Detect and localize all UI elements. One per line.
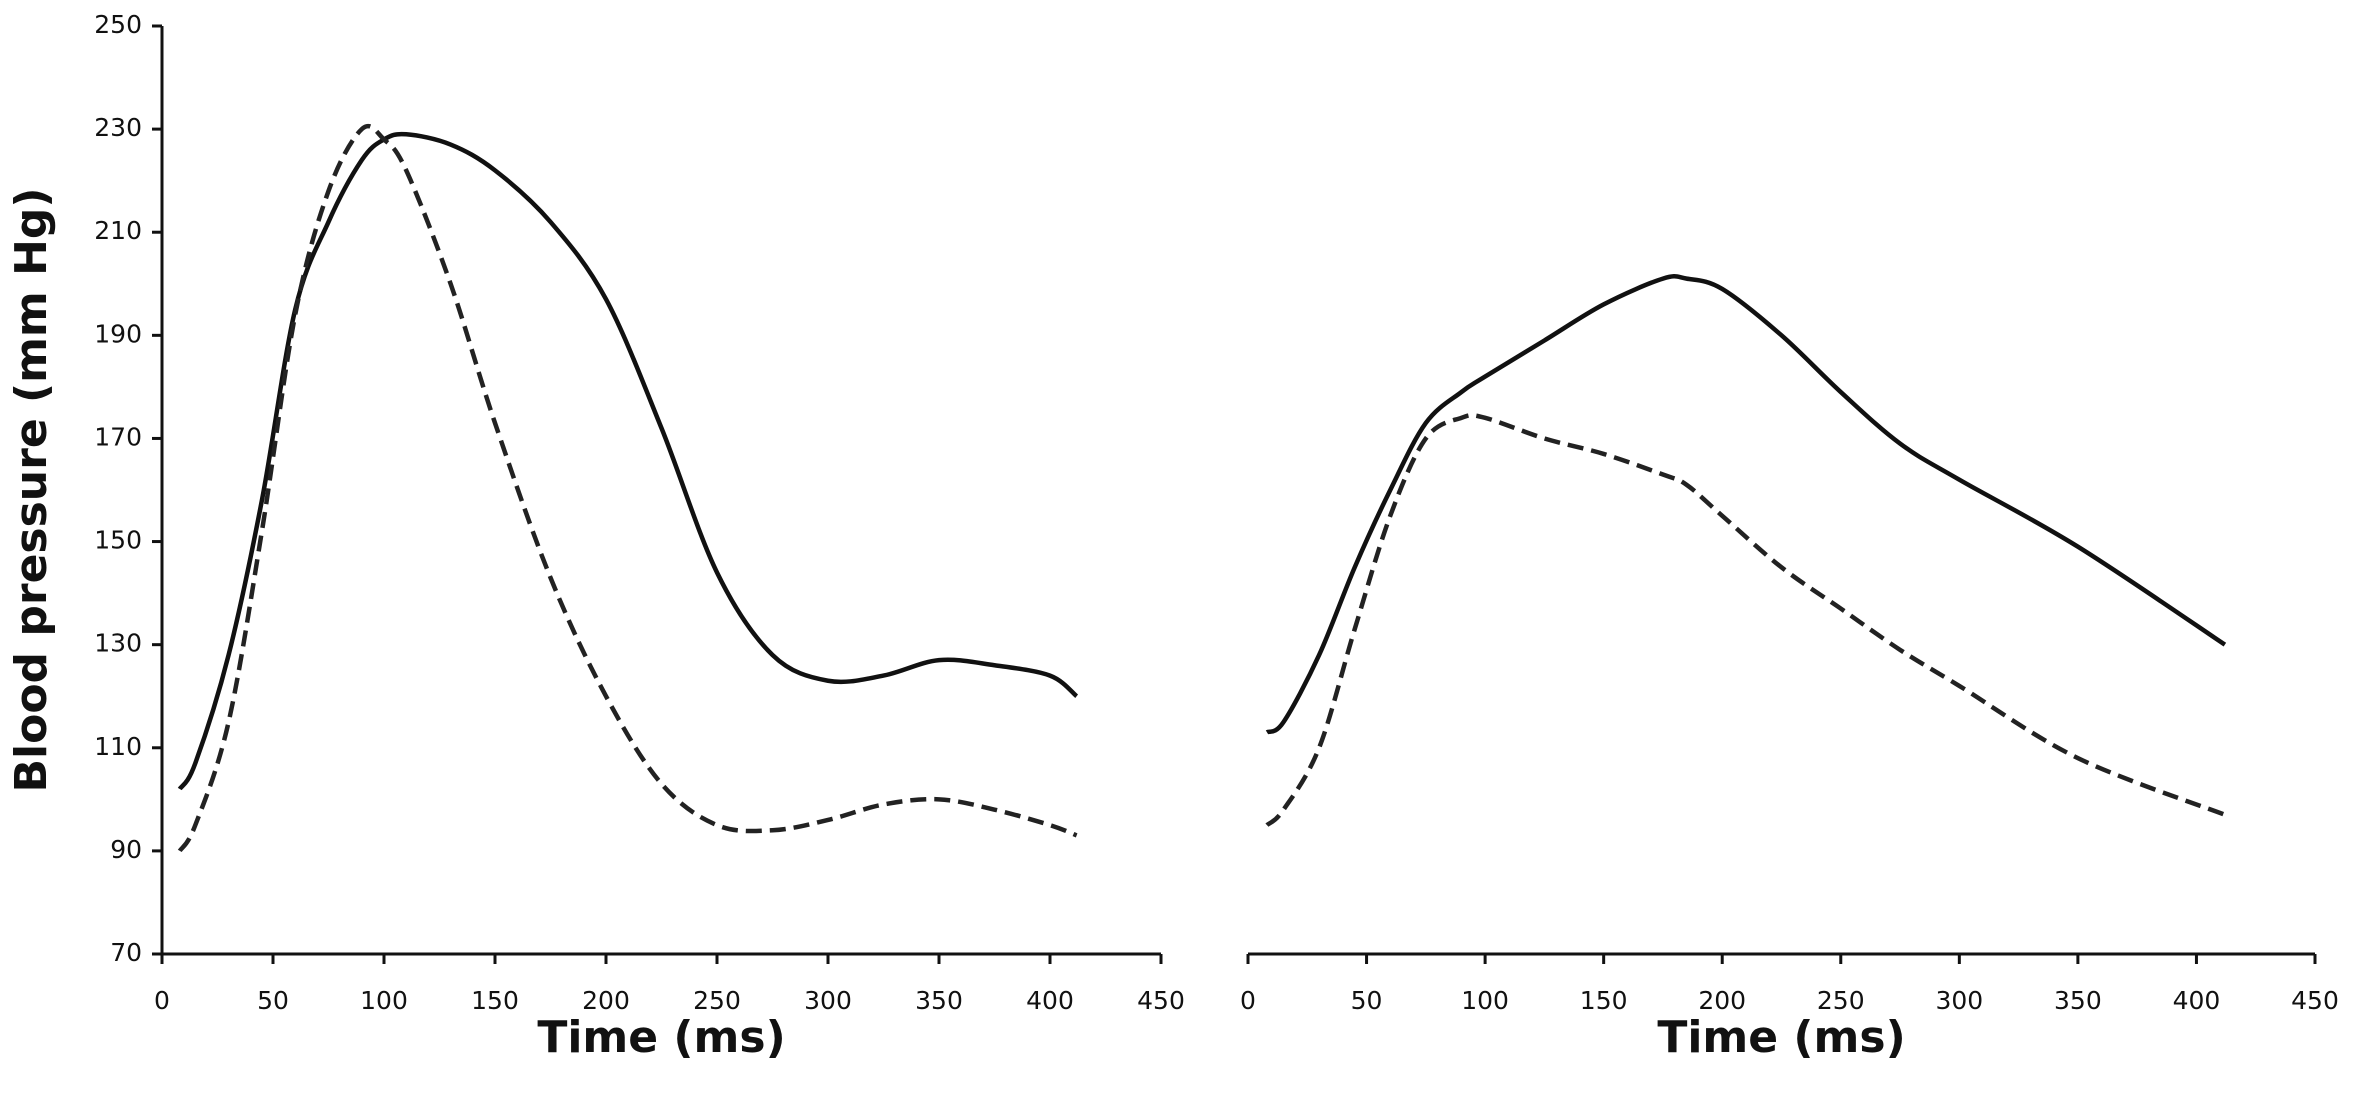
x-tick-label: 450	[1137, 986, 1185, 1015]
x-tick-label: 200	[1698, 986, 1746, 1015]
y-tick-label: 230	[94, 113, 142, 142]
x-tick-label: 300	[804, 986, 852, 1015]
y-tick-label: 190	[94, 319, 142, 348]
x-tick-label: 100	[1461, 986, 1509, 1015]
x-axis-title: Time (ms)	[537, 1012, 785, 1063]
x-tick-label: 0	[154, 986, 170, 1015]
x-tick-label: 0	[1240, 986, 1256, 1015]
x-tick-label: 250	[693, 986, 741, 1015]
line-series	[1265, 412, 2226, 827]
line-series	[177, 123, 1078, 853]
y-axis-title: Blood pressure (mm Hg)	[6, 187, 57, 792]
x-tick-label: 350	[915, 986, 963, 1015]
y-tick-label: 150	[94, 526, 142, 555]
x-tick-label: 200	[582, 986, 630, 1015]
x-tick-label: 400	[2173, 986, 2221, 1015]
y-tick-label: 170	[94, 422, 142, 451]
x-tick-label: 100	[360, 986, 408, 1015]
y-tick-label: 130	[94, 629, 142, 658]
x-tick-label: 350	[2054, 986, 2102, 1015]
y-tick-label: 110	[94, 732, 142, 761]
y-tick-label: 250	[94, 10, 142, 39]
y-tick-label: 70	[110, 938, 142, 967]
x-tick-label: 50	[257, 986, 289, 1015]
line-series	[1265, 274, 2227, 735]
x-tick-label: 150	[471, 986, 519, 1015]
x-tick-label: 300	[1935, 986, 1983, 1015]
x-axis-title: Time (ms)	[1657, 1012, 1905, 1063]
line-series	[177, 131, 1079, 791]
x-tick-label: 150	[1580, 986, 1628, 1015]
y-tick-label: 210	[94, 216, 142, 245]
x-tick-label: 450	[2291, 986, 2339, 1015]
x-tick-label: 400	[1026, 986, 1074, 1015]
y-tick-label: 90	[110, 835, 142, 864]
x-tick-label: 50	[1351, 986, 1383, 1015]
x-tick-label: 250	[1817, 986, 1865, 1015]
